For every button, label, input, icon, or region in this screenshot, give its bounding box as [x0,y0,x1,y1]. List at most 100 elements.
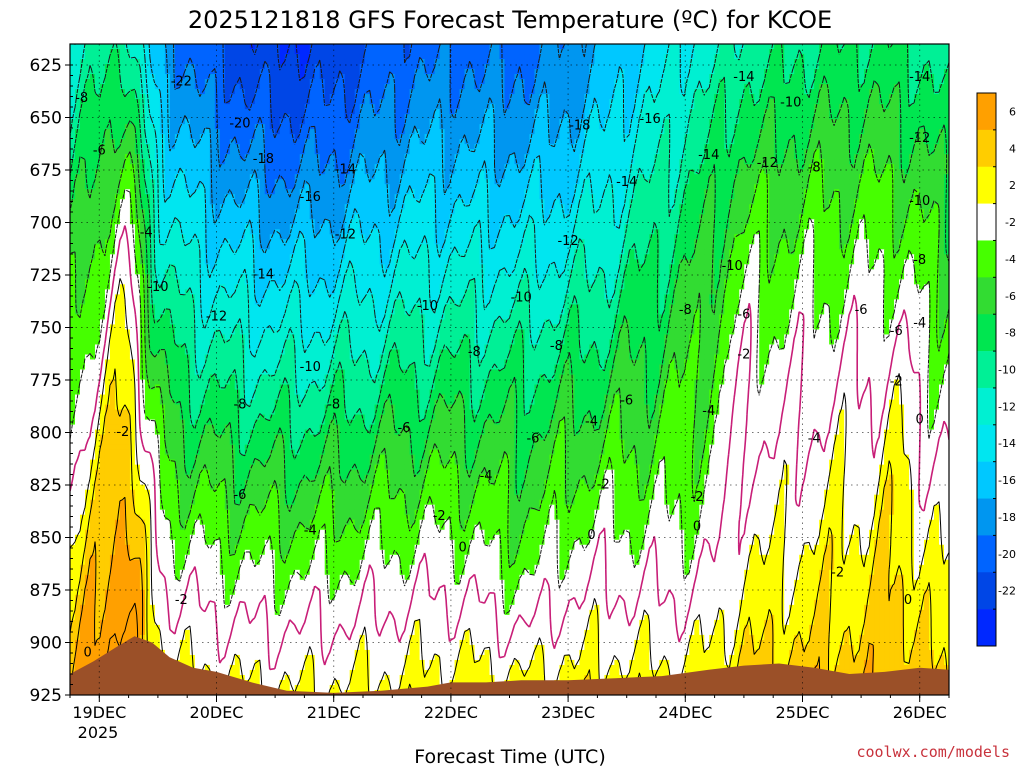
field-cell [99,154,106,160]
field-cell [79,129,86,135]
field-cell [139,139,146,145]
field-cell [289,44,296,50]
field-cell [249,104,256,110]
field-cell [599,54,605,60]
field-cell [394,79,401,85]
field-cell [744,64,750,70]
field-cell [74,139,81,145]
field-cell [854,69,860,75]
field-cell [284,54,291,60]
chart-title: 2025121818 GFS Forecast Temperature (ºC)… [188,6,832,34]
field-cell [659,79,665,85]
field-cell [519,174,526,180]
field-cell [519,179,526,185]
field-cell [679,124,685,130]
field-cell [574,169,581,175]
field-cell [389,59,396,65]
field-cell [574,134,581,140]
field-cell [939,124,945,130]
field-cell [339,119,346,125]
field-cell [70,74,76,80]
field-cell [279,179,286,185]
field-cell [664,169,670,175]
field-cell [409,104,416,110]
field-cell [924,144,930,150]
field-cell [139,134,146,140]
field-cell [229,134,236,140]
field-cell [869,154,875,160]
field-cell [929,154,935,160]
field-cell [239,114,246,120]
field-cell [339,179,346,185]
field-cell [429,114,436,120]
field-cell [624,59,630,65]
field-cell [559,94,566,100]
field-cell [169,164,176,170]
field-cell [304,104,311,110]
field-cell [404,114,411,120]
field-cell [614,44,620,50]
field-cell [929,64,935,70]
field-cell [794,144,800,150]
field-cell [79,119,86,125]
field-cell [134,169,141,175]
field-cell [594,69,600,75]
field-cell [714,144,720,150]
field-cell [319,54,326,60]
field-cell [329,109,336,115]
field-cell [704,89,710,95]
field-cell [359,104,366,110]
field-cell [239,54,246,60]
field-cell [749,79,755,85]
field-cell [619,134,625,140]
field-cell [654,124,660,130]
field-cell [719,129,725,135]
field-cell [114,59,121,65]
field-cell [809,74,815,80]
field-cell [619,74,625,80]
field-cell [744,99,750,105]
field-cell [769,179,775,185]
field-cell [379,119,386,125]
field-cell [804,154,810,160]
field-cell [109,59,116,65]
field-cell [134,124,141,130]
field-cell [549,154,556,160]
field-cell [334,89,341,95]
field-cell [924,94,930,100]
field-cell [109,109,116,115]
field-cell [299,74,306,80]
field-cell [439,94,446,100]
field-cell [354,94,361,100]
field-cell [554,104,561,110]
field-cell [739,129,745,135]
field-cell [894,104,900,110]
field-cell [749,164,755,170]
field-cell [509,79,516,85]
field-cell [624,139,630,145]
field-cell [164,129,171,135]
field-cell [939,84,945,90]
field-cell [119,54,126,60]
field-cell [434,144,441,150]
field-cell [269,94,276,100]
field-cell [119,169,126,175]
field-cell [119,144,126,150]
field-cell [259,114,266,120]
field-cell [529,149,536,155]
field-cell [754,54,760,60]
field-cell [174,179,181,185]
field-cell [594,179,600,185]
field-cell [149,109,156,115]
field-cell [644,124,650,130]
field-cell [714,149,720,155]
field-cell [909,144,915,150]
field-cell [574,99,581,105]
field-cell [394,94,401,100]
field-cell [70,99,76,105]
field-cell [849,89,855,95]
field-cell [879,109,885,115]
field-cell [114,134,121,140]
field-cell [319,114,326,120]
field-cell [319,159,326,165]
